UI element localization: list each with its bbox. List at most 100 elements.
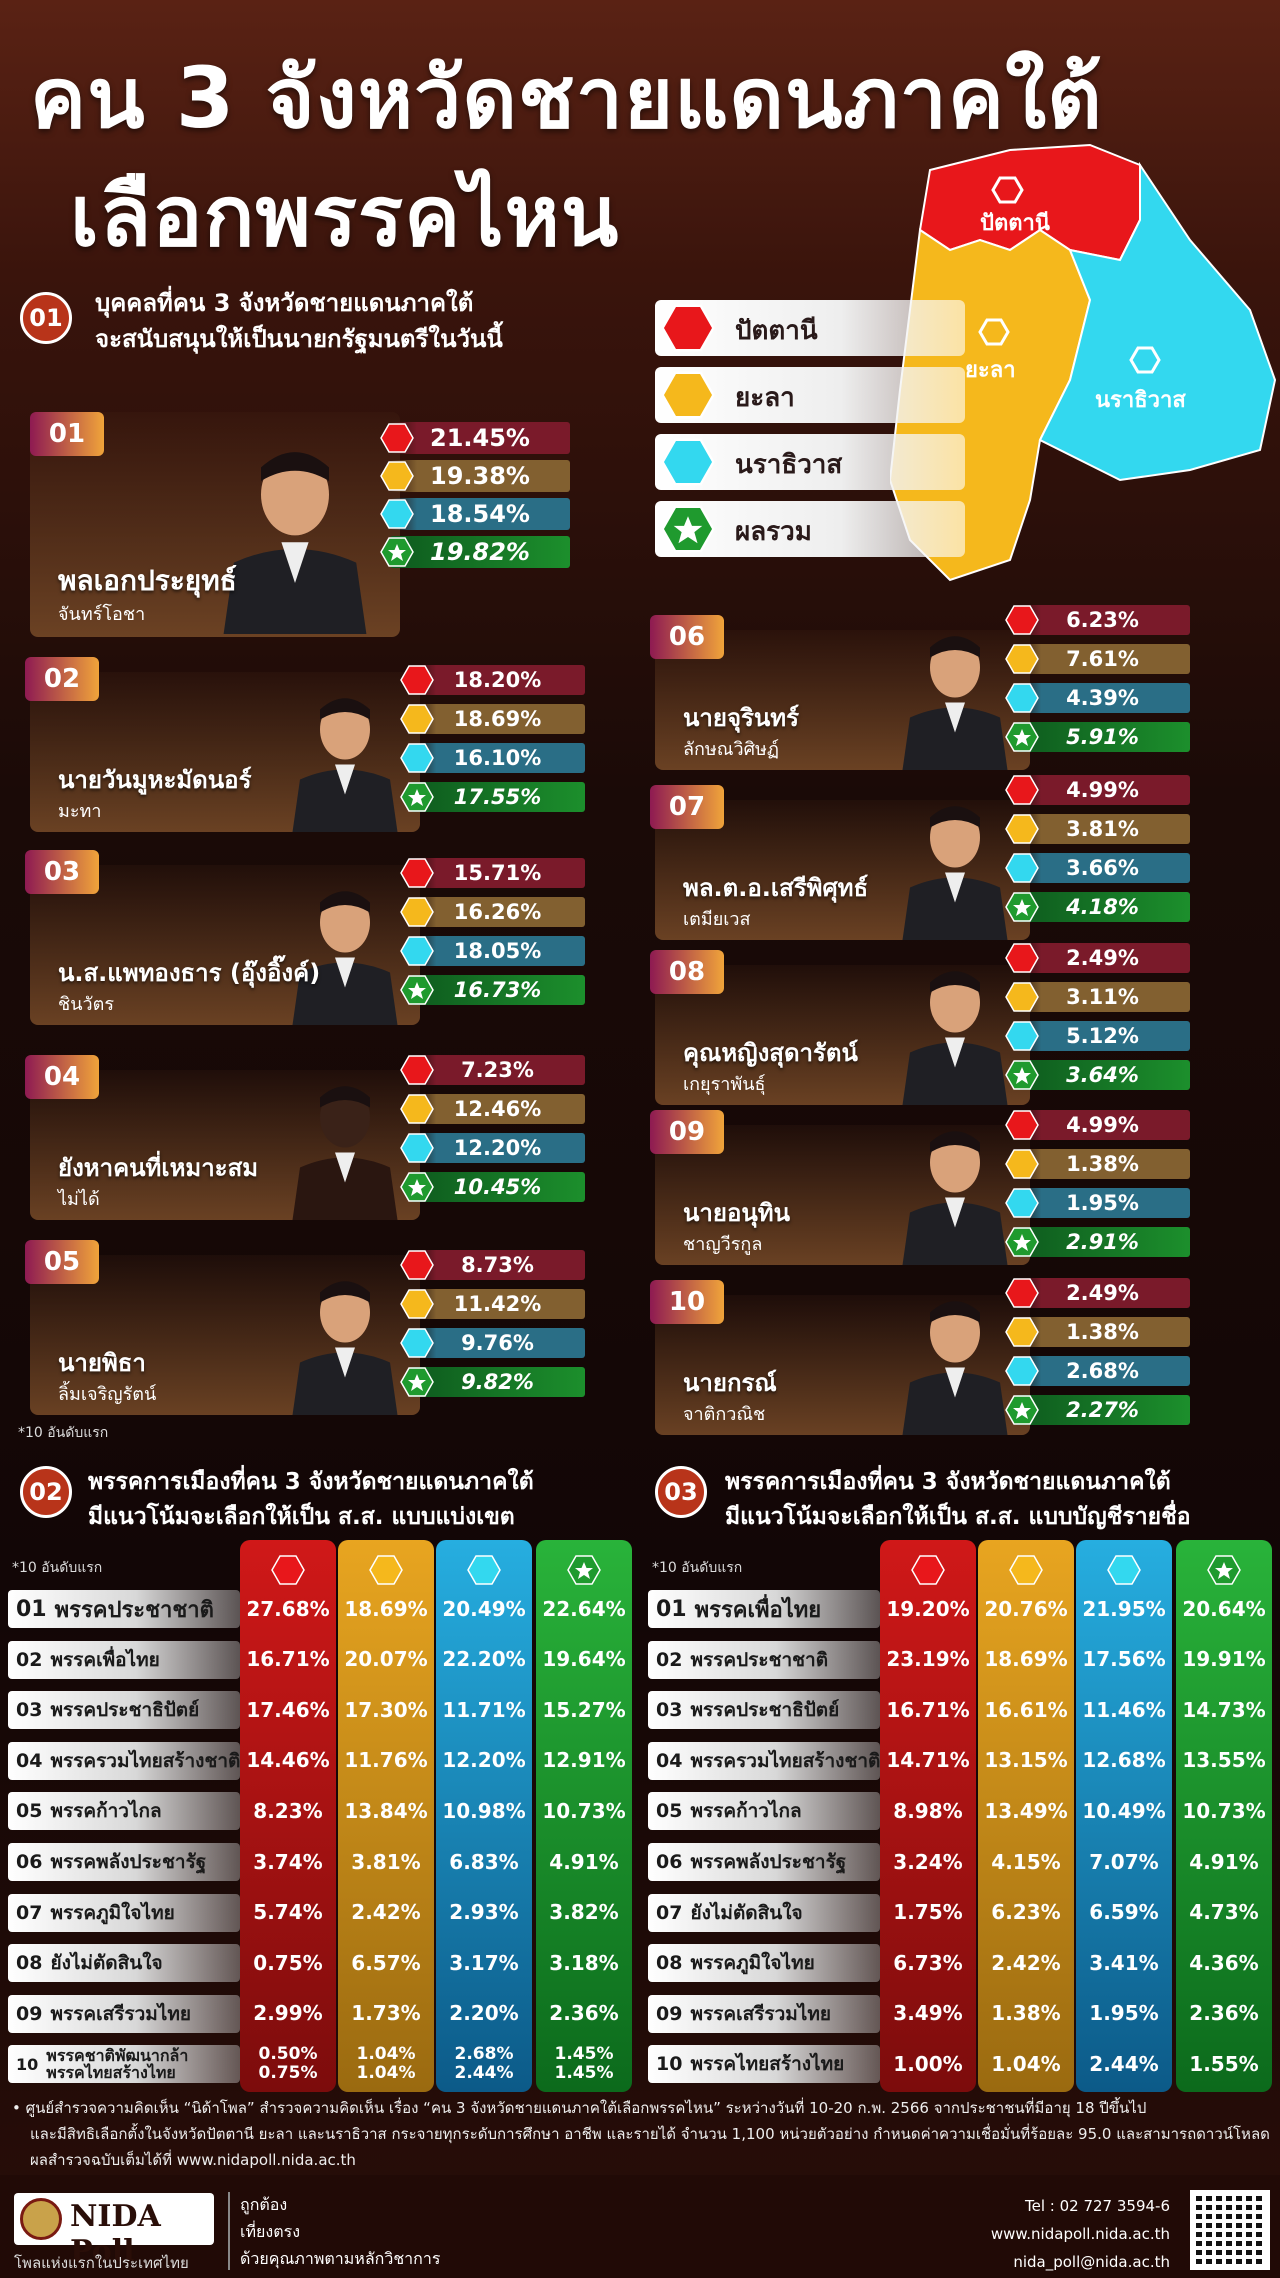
table-cell: 27.68% [246, 1596, 330, 1621]
green-star-hexagon-icon [661, 505, 715, 553]
table-row-label: 08 พรรคภูมิใจไทย [648, 1944, 880, 1983]
value-bar-yala: 1.38% [1005, 1317, 1190, 1347]
candidate-photo [890, 1115, 1020, 1265]
table-row-label: 07 ยังไม่ตัดสินใจ [648, 1893, 880, 1932]
value-label: 1.38% [1066, 1320, 1139, 1344]
nida-seal-icon [20, 2198, 62, 2240]
contact-tel: Tel : 02 727 3594-6 [1025, 2197, 1170, 2215]
table-row-label: 06 พรรคพลังประชารัฐ [8, 1843, 240, 1881]
value-bar-yala: 3.81% [1005, 814, 1190, 844]
value-label: 9.76% [461, 1331, 534, 1355]
contact-email[interactable]: nida_poll@nida.ac.th [1013, 2253, 1170, 2271]
candidate-surname: จันทร์โอชา [58, 604, 146, 625]
hexagon-icon [400, 936, 434, 966]
section1-number: 01 [20, 292, 72, 344]
brand-name: NIDA Poll [70, 2199, 161, 2269]
value-bar-total: 3.64% [1005, 1060, 1190, 1090]
candidate-surname: มะทา [58, 801, 102, 822]
value-label: 2.49% [1066, 1281, 1139, 1305]
party-name: พรรคภูมิใจไทย [50, 1901, 175, 1924]
hexagon-icon [400, 743, 434, 773]
hexagon-icon [1005, 683, 1039, 713]
hexagon-icon [1005, 775, 1039, 805]
table-cell: 8.98% [893, 1798, 963, 1823]
candidate-surname: ชินวัตร [58, 994, 114, 1015]
footer-divider [228, 2192, 230, 2270]
party-name: พรรคก้าวไกล [690, 1800, 802, 1823]
table-row-label: 09 พรรคเสรีรวมไทย [648, 1994, 880, 2033]
value-label: 7.61% [1066, 647, 1139, 671]
table-cell: 14.73% [1182, 1697, 1266, 1722]
candidate-name: นายพิธา [58, 1349, 146, 1377]
value-bar-narathiwat: 12.20% [400, 1133, 585, 1163]
star-hexagon-icon [1005, 1395, 1039, 1425]
value-label: 8.73% [461, 1253, 534, 1277]
table-cell: 20.76% [984, 1596, 1068, 1621]
rank-badge: 04 [25, 1055, 99, 1099]
value-bar-pattani: 2.49% [1005, 943, 1190, 973]
value-bar-total: 2.91% [1005, 1227, 1190, 1257]
value-bar-yala: 18.69% [400, 704, 585, 734]
table-cell: 1.00% [893, 2051, 963, 2076]
page-title-line2: เลือกพรรคไหน [70, 167, 620, 265]
hexagon-icon [1005, 814, 1039, 844]
value-label: 1.38% [1066, 1152, 1139, 1176]
section3-number: 03 [655, 1466, 707, 1518]
candidate-surname: เตมียเวส [683, 909, 751, 930]
star-hexagon-icon [380, 536, 414, 567]
candidate-photo [280, 875, 410, 1025]
cyan-hexagon-icon [661, 438, 715, 486]
value-bar-narathiwat: 2.68% [1005, 1356, 1190, 1386]
value-label: 4.18% [1066, 895, 1139, 919]
table-cell: 1.04% [991, 2051, 1061, 2076]
table-cell: 11.46% [1082, 1697, 1166, 1722]
table-cell: 17.30% [344, 1697, 428, 1722]
party-name: พรรคเสรีรวมไทย [50, 2002, 192, 2025]
table-row-label: 08 ยังไม่ตัดสินใจ [8, 1944, 240, 1983]
value-bar-pattani: 18.20% [400, 665, 585, 695]
section3-note: *10 อันดับแรก [652, 1560, 743, 1576]
hexagon-icon [991, 176, 1024, 204]
party-name: พรรคประชาชาติ [690, 1648, 829, 1671]
table-cell: 4.36% [1189, 1950, 1259, 1975]
party-name: พรรคประชาชาติ [54, 1597, 214, 1623]
table-cell: 4.91% [1189, 1849, 1259, 1874]
table-cell: 8.23% [253, 1798, 323, 1823]
value-bar-pattani: 7.23% [400, 1055, 585, 1085]
contact-web[interactable]: www.nidapoll.nida.ac.th [990, 2225, 1170, 2243]
value-bar-yala: 16.26% [400, 897, 585, 927]
table-cell: 2.36% [1189, 2001, 1259, 2026]
row-rank: 08 [656, 1952, 683, 1975]
table-cell: 6.83% [449, 1849, 519, 1874]
value-bar-narathiwat: 18.05% [400, 936, 585, 966]
value-label: 16.73% [453, 978, 542, 1002]
candidate-name: พล.ต.อ.เสรีพิศุทธ์ [683, 874, 869, 902]
candidate-photo [280, 1265, 410, 1415]
hexagon-icon [400, 1133, 434, 1163]
slogan-2: เที่ยงตรง [240, 2222, 300, 2241]
hexagon-icon [400, 1055, 434, 1085]
table-cell: 2.68% 2.44% [454, 2044, 514, 2084]
row-rank: 10 [656, 2053, 683, 2076]
candidate-photo [890, 955, 1020, 1105]
table-row-label: 05 พรรคก้าวไกล [8, 1792, 240, 1831]
value-label: 21.45% [430, 424, 530, 452]
hexagon-icon [400, 1250, 434, 1280]
table-cell: 14.46% [246, 1748, 330, 1773]
value-label: 5.12% [1066, 1024, 1139, 1048]
row-rank: 01 [16, 1596, 47, 1622]
table-row-label: 03 พรรคประชาธิปัตย์ [648, 1691, 880, 1730]
map-label-narathiwat: นราธิวาส [1095, 388, 1186, 413]
value-label: 4.39% [1066, 686, 1139, 710]
row-rank: 09 [656, 2002, 683, 2025]
table-cell: 1.38% [991, 2001, 1061, 2026]
table-cell: 13.55% [1182, 1748, 1266, 1773]
table-cell: 4.73% [1189, 1900, 1259, 1925]
hexagon-icon [271, 1555, 305, 1585]
candidate-name: น.ส.แพทองธาร (อุ๊งอิ๊งค์) [58, 959, 321, 987]
value-bar-yala: 12.46% [400, 1094, 585, 1124]
row-rank: 04 [16, 1749, 43, 1772]
party-name: พรรคเพื่อไทย [694, 1597, 822, 1623]
candidate-surname: เกยุราพันธุ์ [683, 1074, 766, 1095]
value-label: 18.20% [453, 668, 542, 692]
